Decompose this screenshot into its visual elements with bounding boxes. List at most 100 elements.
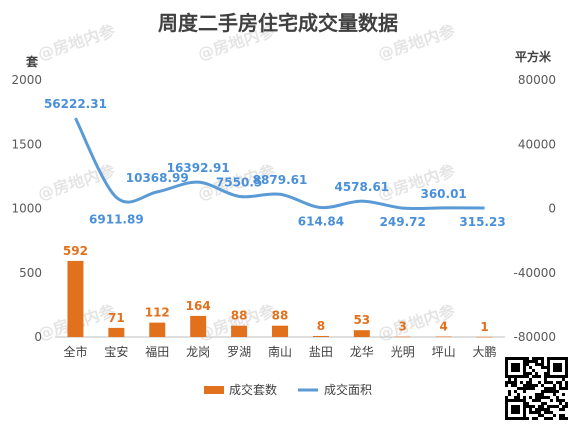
qr-module (562, 387, 565, 390)
qr-module (520, 381, 523, 384)
qr-module (544, 372, 547, 375)
qr-module (505, 372, 508, 375)
line-data-label: 315.23 (459, 215, 505, 229)
qr-module (556, 405, 559, 408)
qr-module (550, 381, 553, 384)
qr-module (526, 357, 529, 360)
qr-module (532, 417, 535, 420)
qr-module (541, 384, 544, 387)
qr-module (511, 411, 514, 414)
qr-module (514, 378, 517, 381)
qr-module (529, 384, 532, 387)
qr-module (565, 384, 568, 387)
qr-module (550, 399, 553, 402)
qr-module (532, 384, 535, 387)
qr-module (565, 405, 568, 408)
qr-module (541, 357, 544, 360)
qr-module (523, 372, 526, 375)
qr-module (553, 369, 556, 372)
qr-module (565, 402, 568, 405)
legend-label-line: 成交面积 (324, 382, 372, 397)
qr-module (523, 417, 526, 420)
qr-module (556, 390, 559, 393)
bar (353, 330, 370, 337)
qr-module (520, 417, 523, 420)
qr-module (526, 372, 529, 375)
qr-module (559, 408, 562, 411)
qr-module (565, 360, 568, 363)
qr-module (505, 405, 508, 408)
qr-module (535, 375, 538, 378)
qr-module (520, 387, 523, 390)
qr-module (535, 360, 538, 363)
qr-module (505, 384, 508, 387)
qr-module (517, 369, 520, 372)
left-axis: 0 500 1000 1500 2000 (11, 73, 42, 344)
qr-module (550, 417, 553, 420)
bar (312, 335, 329, 337)
qr-module (538, 405, 541, 408)
qr-module (550, 405, 553, 408)
qr-module (541, 396, 544, 399)
qr-module (523, 396, 526, 399)
qr-module (550, 375, 553, 378)
qr-module (562, 399, 565, 402)
qr-module (511, 417, 514, 420)
category-label: 罗湖 (227, 344, 251, 359)
line-data-label: 614.84 (298, 215, 344, 229)
bar (272, 325, 288, 337)
qr-module (508, 399, 511, 402)
category-label: 全市 (63, 344, 87, 359)
bar-data-label: 592 (63, 244, 88, 258)
qr-module (511, 381, 514, 384)
qr-module (514, 363, 517, 366)
qr-module (511, 369, 514, 372)
left-tick-label: 1000 (11, 202, 42, 216)
qr-module (526, 417, 529, 420)
qr-module (526, 363, 529, 366)
qr-module (529, 411, 532, 414)
qr-module (556, 357, 559, 360)
qr-module (547, 360, 550, 363)
qr-module (547, 408, 550, 411)
qr-module (532, 360, 535, 363)
qr-module (556, 375, 559, 378)
qr-module (562, 414, 565, 417)
qr-module (547, 363, 550, 366)
qr-module (541, 402, 544, 405)
qr-module (547, 405, 550, 408)
qr-module (511, 408, 514, 411)
bar (231, 325, 248, 337)
qr-module (547, 417, 550, 420)
qr-module (526, 405, 529, 408)
right-tick-label: -40000 (513, 266, 556, 280)
line-data-label: 56222.31 (44, 97, 107, 111)
category-label: 光明 (391, 345, 415, 359)
qr-module (523, 411, 526, 414)
qr-module (541, 363, 544, 366)
right-tick-label: 0 (548, 202, 556, 216)
qr-module (514, 366, 517, 369)
qr-module (511, 375, 514, 378)
qr-module (547, 372, 550, 375)
qr-module (517, 387, 520, 390)
qr-module (541, 405, 544, 408)
qr-module (550, 390, 553, 393)
line-data-label: 360.01 (420, 187, 466, 201)
qr-module (565, 417, 568, 420)
qr-module (559, 357, 562, 360)
bar-data-label: 88 (272, 309, 289, 323)
qr-module (553, 375, 556, 378)
qr-module (505, 357, 508, 360)
qr-module (538, 393, 541, 396)
qr-module (517, 405, 520, 408)
qr-module (553, 390, 556, 393)
qr-module (541, 414, 544, 417)
qr-module (529, 396, 532, 399)
qr-module (559, 363, 562, 366)
bar (149, 322, 166, 337)
qr-module (517, 396, 520, 399)
category-label: 坪山 (432, 345, 456, 359)
line-data-label: 8879.61 (253, 173, 308, 187)
